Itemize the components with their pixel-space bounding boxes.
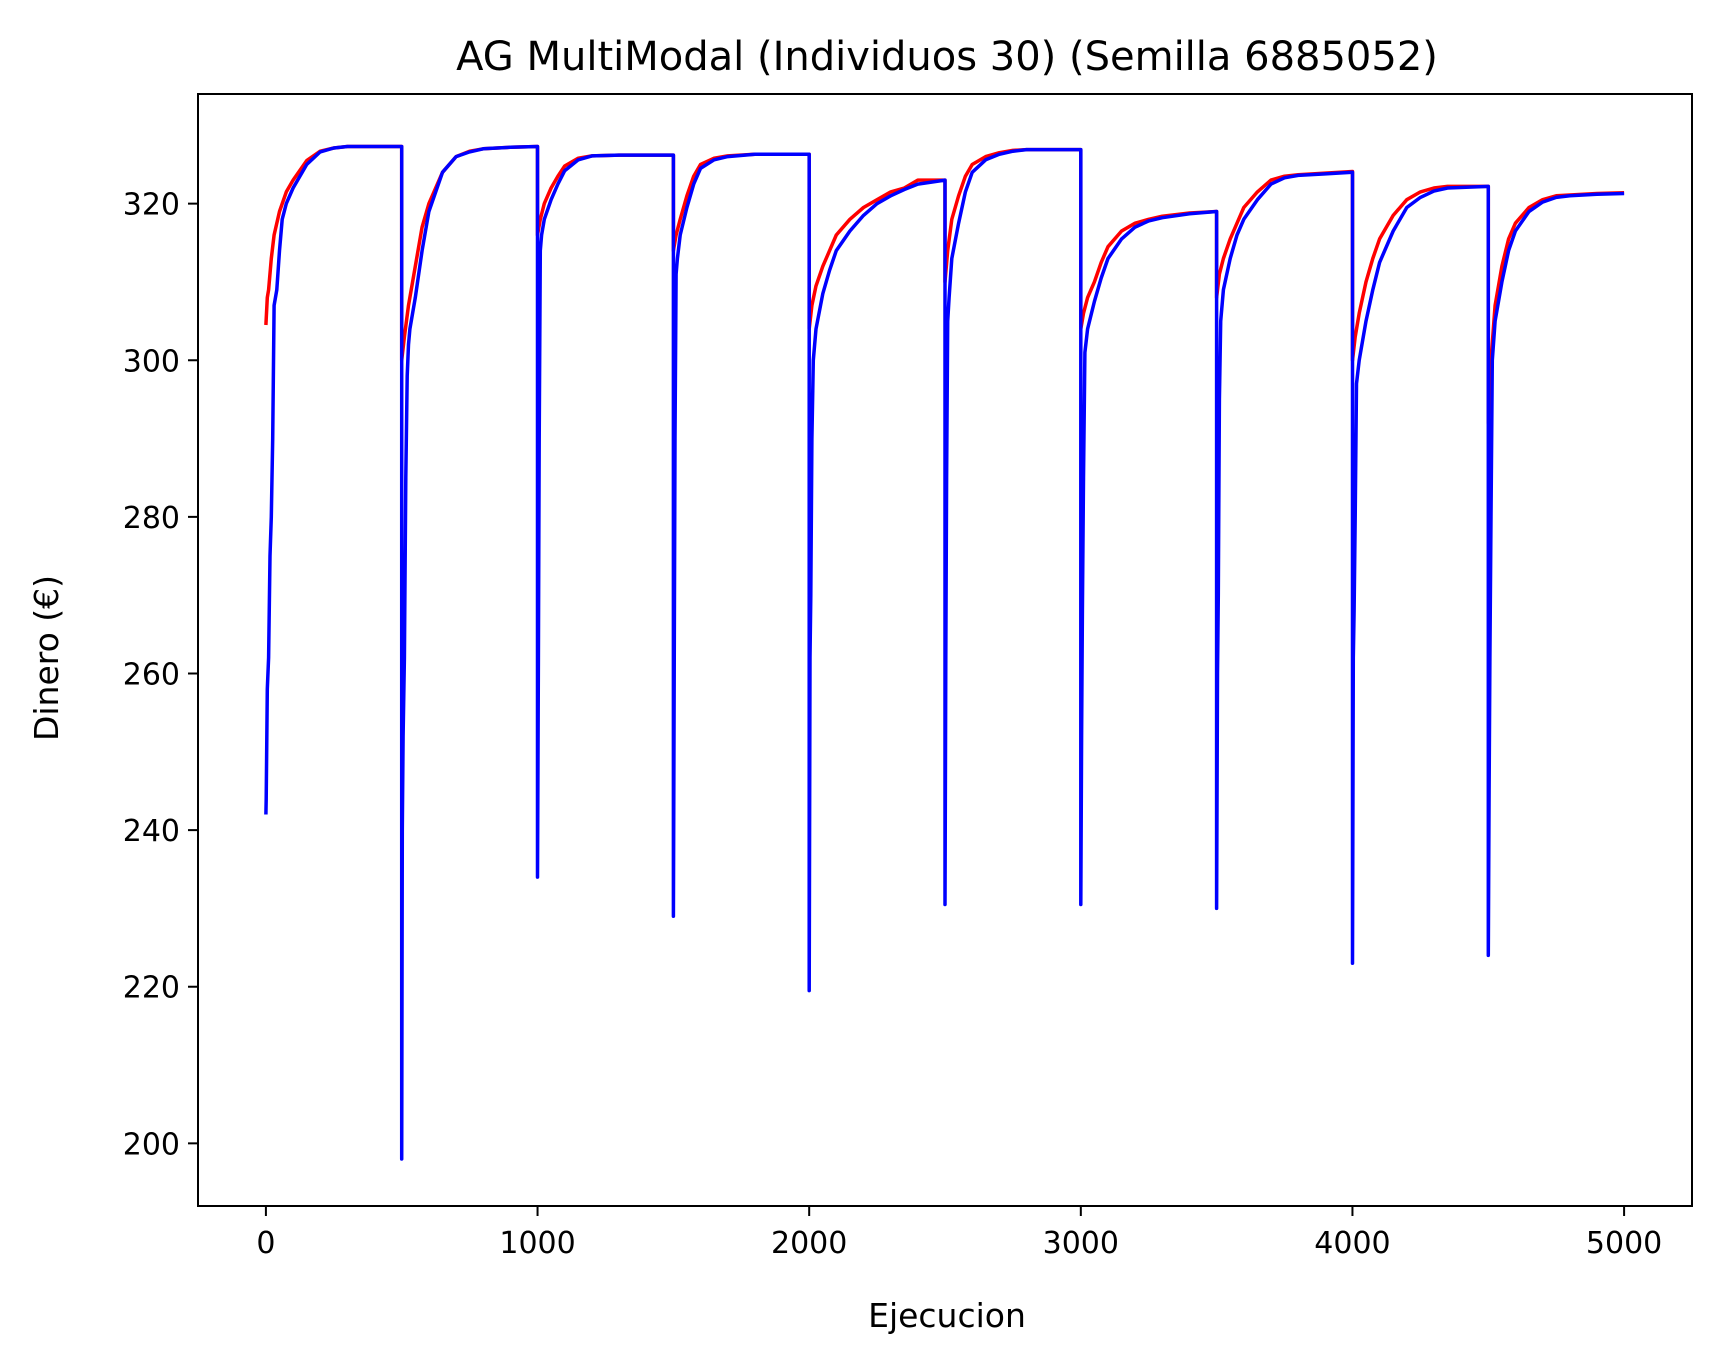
x-tick-label: 1000 [499,1226,575,1261]
x-tick-label: 2000 [771,1226,847,1261]
y-axis: 200 220 240 260 280 300 320 [123,188,198,1162]
x-tick-label: 4000 [1314,1226,1390,1261]
y-tick-label: 320 [123,188,180,223]
y-tick-label: 220 [123,971,180,1006]
plot-area [264,144,1625,1161]
x-axis-label: Ejecucion [868,1296,1026,1335]
y-tick-label: 240 [123,814,180,849]
x-tick-label: 0 [256,1226,275,1261]
y-tick-label: 200 [123,1127,180,1162]
series-line-2 [264,144,1625,1161]
x-tick-label: 3000 [1043,1226,1119,1261]
x-tick-label: 5000 [1586,1226,1662,1261]
y-tick-label: 280 [123,501,180,536]
y-tick-label: 260 [123,657,180,692]
axes-frame [197,93,1693,1207]
y-axis-label: Dinero (€) [27,575,66,741]
x-axis: 0 1000 2000 3000 4000 5000 [256,1206,1662,1261]
chart-title: AG MultiModal (Individuos 30) (Semilla 6… [456,34,1438,80]
y-tick-label: 300 [123,344,180,379]
